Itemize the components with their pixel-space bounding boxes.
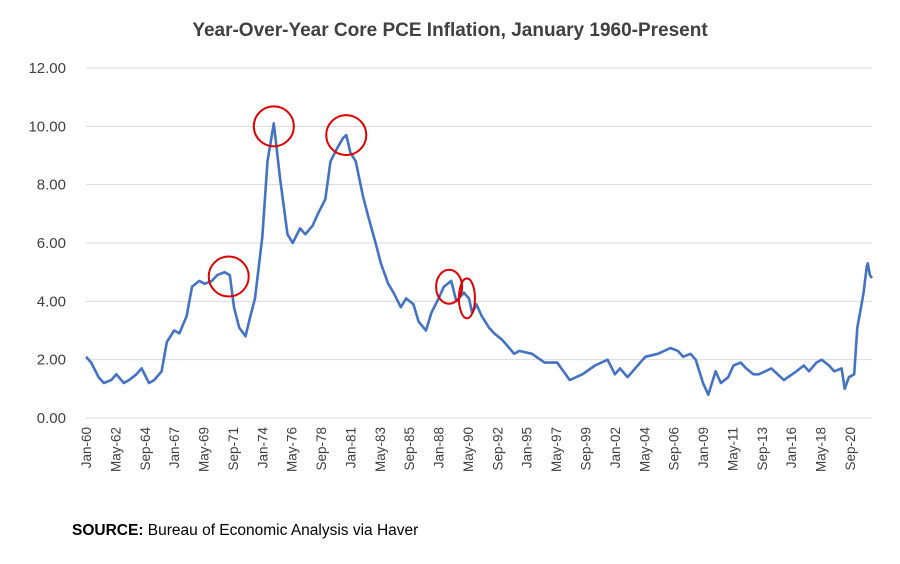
x-tick-label: Sep-99 xyxy=(579,427,594,471)
x-axis-ticks: Jan-60 May-62 Sep-64 Jan-67 May-69 Sep-71 Jan-… xyxy=(79,427,858,473)
x-tick-label: Jan-02 xyxy=(608,427,623,468)
x-tick-label: May-97 xyxy=(549,427,564,472)
y-axis-ticks: 0.00 2.00 4.00 6.00 8.00 10.00 12.00 xyxy=(28,60,66,427)
y-tick-label: 4.00 xyxy=(37,293,66,310)
x-tick-label: May-04 xyxy=(637,427,652,473)
x-tick-label: Jan-95 xyxy=(520,427,535,468)
y-tick-label: 0.00 xyxy=(37,410,66,427)
annotation-circle xyxy=(457,277,476,320)
source-label: SOURCE: xyxy=(72,522,144,539)
x-tick-label: Sep-64 xyxy=(138,427,153,471)
series-line xyxy=(85,122,874,396)
x-tick-label: Jan-16 xyxy=(784,427,799,468)
annotation-circle xyxy=(207,255,250,298)
x-tick-label: Sep-06 xyxy=(667,427,682,471)
gridlines xyxy=(86,67,872,419)
chart: Year-Over-Year Core PCE Inflation, Janua… xyxy=(28,20,874,473)
y-tick-label: 12.00 xyxy=(28,60,66,77)
x-tick-label: Jan-60 xyxy=(79,427,94,468)
x-tick-label: Jan-67 xyxy=(167,427,182,468)
source-text: Bureau of Economic Analysis via Haver xyxy=(143,522,419,539)
x-tick-label: Sep-20 xyxy=(843,427,858,471)
x-tick-label: May-62 xyxy=(108,427,123,472)
y-tick-label: 10.00 xyxy=(28,118,66,135)
x-tick-label: May-76 xyxy=(285,427,300,472)
x-tick-label: May-90 xyxy=(461,427,476,472)
x-tick-label: Sep-85 xyxy=(402,427,417,471)
x-tick-label: Jan-81 xyxy=(343,427,358,468)
x-tick-label: Jan-09 xyxy=(696,427,711,468)
x-tick-label: Jan-88 xyxy=(432,427,447,468)
x-tick-label: May-11 xyxy=(725,427,740,471)
source-note: SOURCE: Bureau of Economic Analysis via … xyxy=(72,522,418,540)
x-tick-label: Sep-71 xyxy=(226,427,241,471)
annotation-layer xyxy=(207,105,476,320)
series-layer xyxy=(85,122,874,396)
annotation-circle xyxy=(325,114,368,157)
annotation-circle xyxy=(435,268,464,305)
y-tick-label: 8.00 xyxy=(37,177,66,194)
chart-title: Year-Over-Year Core PCE Inflation, Janua… xyxy=(192,20,708,41)
y-tick-label: 6.00 xyxy=(37,235,66,252)
x-tick-label: May-83 xyxy=(373,427,388,472)
x-tick-label: May-69 xyxy=(197,427,212,472)
x-tick-label: Sep-78 xyxy=(314,427,329,471)
x-tick-label: Sep-92 xyxy=(490,427,505,471)
annotation-circle xyxy=(252,105,295,148)
y-tick-label: 2.00 xyxy=(37,352,66,369)
x-tick-label: May-18 xyxy=(814,427,829,472)
x-tick-label: Jan-74 xyxy=(255,427,270,469)
x-tick-label: Sep-13 xyxy=(755,427,770,471)
